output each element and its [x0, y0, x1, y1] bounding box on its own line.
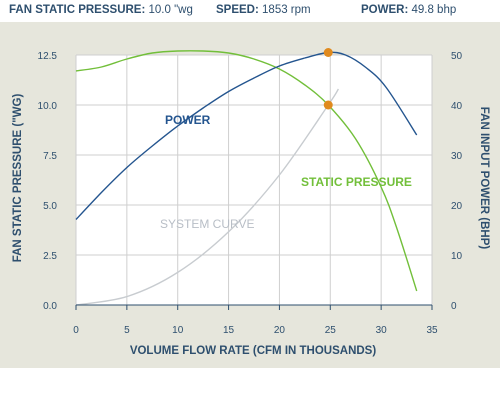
power-curve [75, 51, 418, 220]
y2-axis-title: FAN INPUT POWER (BHP) [478, 107, 490, 250]
y2-tick-label: 0 [451, 301, 457, 312]
y-tick-label: 7.5 [43, 151, 57, 162]
y-tick-label: 2.5 [43, 251, 57, 262]
y-tick-label: 12.5 [38, 51, 58, 62]
power-series-label: POWER [165, 113, 211, 127]
x-tick-label: 30 [376, 325, 388, 336]
y2-tick-label: 20 [451, 201, 463, 212]
y2-tick-label: 50 [451, 51, 463, 62]
x-tick-label: 0 [73, 325, 79, 336]
header-item-static-pressure: FAN STATIC PRESSURE: 10.0 "wg [9, 4, 193, 16]
x-tick-label: 25 [325, 325, 337, 336]
static-pressure-value: 10.0 "wg [148, 4, 193, 16]
operating-point-marker [323, 100, 333, 110]
x-axis-title: VOLUME FLOW RATE (CFM IN THOUSANDS) [130, 345, 377, 357]
header-item-power: POWER: 49.8 bhp [361, 4, 456, 16]
y-tick-label: 10.0 [38, 101, 58, 112]
power-label: POWER: [361, 4, 409, 16]
speed-label: SPEED: [216, 4, 259, 16]
plot-area [76, 55, 432, 305]
operating-point-marker [323, 48, 333, 57]
static-pressure-curve [75, 50, 418, 292]
static-pressure-label: FAN STATIC PRESSURE: [9, 4, 146, 16]
y-axis-title: FAN STATIC PRESSURE ("WG) [12, 94, 24, 263]
y-tick-label: 0.0 [43, 301, 57, 312]
system-curve-series-label: SYSTEM CURVE [160, 217, 254, 231]
x-tick-label: 5 [124, 325, 130, 336]
y-tick-label: 5.0 [43, 201, 57, 212]
y2-tick-label: 10 [451, 251, 463, 262]
x-tick-label: 35 [426, 325, 438, 336]
speed-value: 1853 rpm [262, 4, 311, 16]
y2-tick-label: 30 [451, 151, 463, 162]
header-bar: FAN STATIC PRESSURE: 10.0 "wg SPEED: 185… [0, 0, 500, 22]
x-tick-label: 15 [223, 325, 235, 336]
static-pressure-series-label: STATIC PRESSURE [301, 175, 412, 189]
header-item-speed: SPEED: 1853 rpm [216, 4, 311, 16]
tick-labels: 0 5 10 15 20 25 30 35 0.0 2.5 5.0 7.5 10.0 12.5 0 10 20 3… [38, 51, 463, 336]
curves [75, 48, 418, 306]
power-value: 49.8 bhp [411, 4, 457, 16]
x-tick-label: 10 [172, 325, 184, 336]
x-tick-label: 20 [274, 325, 286, 336]
y2-tick-label: 40 [451, 101, 463, 112]
